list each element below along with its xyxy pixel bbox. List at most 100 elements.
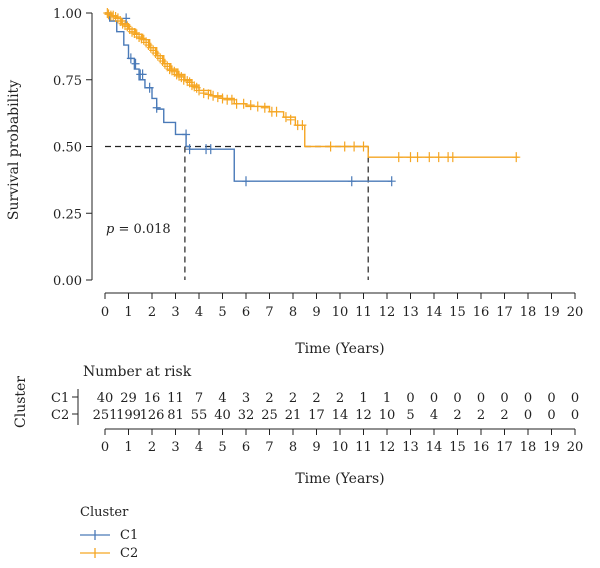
risk-count-c2: 81: [167, 408, 184, 423]
x-tick-label: 6: [242, 305, 250, 320]
x-tick-label: 15: [449, 305, 466, 320]
risk-row-label-c2: C2: [51, 408, 69, 423]
x-tick-label: 19: [543, 305, 560, 320]
x-tick-label: 1: [124, 305, 132, 320]
censor-mark-c2: [239, 98, 248, 109]
risk-count-c2: 126: [140, 408, 165, 423]
risk-count-c2: 2: [453, 408, 461, 423]
censor-mark-c2: [413, 152, 422, 163]
x-tick-label: 20: [567, 305, 584, 320]
censor-mark-c1: [206, 144, 215, 155]
legend: Cluster C1 C2: [80, 505, 138, 562]
censor-mark-c1: [242, 176, 250, 187]
x-tick-label: 16: [473, 305, 490, 320]
risk-count-c2: 17: [308, 408, 325, 423]
risk-count-c2: 4: [430, 408, 438, 423]
risk-x-tick-label: 9: [312, 440, 320, 455]
censor-mark-c1: [122, 13, 131, 24]
censor-mark-c2: [448, 152, 457, 163]
risk-count-c1: 29: [120, 391, 137, 406]
censor-mark-c2: [195, 85, 203, 96]
y-tick-label: 1.00: [53, 7, 82, 22]
y-tick-label: 0.75: [53, 74, 82, 89]
censor-mark-c2: [425, 152, 434, 163]
risk-count-c1: 4: [218, 391, 226, 406]
risk-x-tick-label: 17: [496, 440, 513, 455]
x-tick-label: 9: [312, 305, 320, 320]
risk-x-tick-label: 20: [567, 440, 584, 455]
risk-count-c1: 2: [289, 391, 297, 406]
risk-count-c2: 14: [332, 408, 349, 423]
censor-mark-c2: [434, 152, 443, 163]
risk-count-c1: 0: [500, 391, 508, 406]
legend-swatch-c1: [80, 530, 110, 540]
risk-count-c2: 0: [524, 408, 532, 423]
risk-x-tick-label: 5: [218, 440, 226, 455]
risk-count-c2: 10: [379, 408, 396, 423]
risk-count-c1: 3: [242, 391, 250, 406]
x-tick-label: 18: [520, 305, 537, 320]
x-tick-label: 0: [101, 305, 109, 320]
risk-x-tick-label: 7: [265, 440, 273, 455]
x-axis-label: Time (Years): [295, 341, 384, 357]
risk-count-c1: 1: [383, 391, 391, 406]
censor-mark-c2: [246, 100, 255, 111]
risk-x-tick-label: 15: [449, 440, 466, 455]
risk-count-c2: 55: [191, 408, 208, 423]
risk-count-c2: 21: [285, 408, 302, 423]
censor-mark-c1: [152, 102, 161, 113]
risk-x-tick-label: 6: [242, 440, 250, 455]
risk-table-title: Number at risk: [83, 364, 192, 380]
censor-mark-c2: [512, 152, 521, 163]
risk-x-tick-label: 10: [332, 440, 349, 455]
risk-count-c1: 0: [524, 391, 532, 406]
censor-mark-c1: [347, 176, 356, 187]
legend-title: Cluster: [80, 505, 129, 520]
risk-table-x-axis-label: Time (Years): [295, 471, 384, 487]
legend-label-c2: C2: [120, 545, 139, 561]
censor-mark-c2: [359, 141, 368, 152]
x-tick-label: 8: [289, 305, 297, 320]
y-tick-label: 0.50: [53, 141, 82, 156]
risk-x-tick-label: 0: [101, 440, 109, 455]
censor-mark-c1: [131, 58, 140, 69]
censor-mark-c2: [406, 152, 415, 163]
risk-x-tick-label: 1: [124, 440, 132, 455]
risk-count-c2: 32: [238, 408, 255, 423]
censor-mark-c2: [326, 141, 335, 152]
risk-x-tick-label: 8: [289, 440, 297, 455]
censor-mark-c2: [179, 74, 188, 85]
censor-mark-c2: [213, 92, 222, 103]
risk-count-c2: 40: [214, 408, 231, 423]
risk-table-strata-label: Cluster: [13, 376, 29, 428]
censor-mark-c2: [286, 114, 295, 125]
x-tick-label: 3: [171, 305, 179, 320]
censor-mark-c2: [218, 93, 227, 104]
risk-x-tick-label: 19: [543, 440, 560, 455]
risk-count-c1: 16: [144, 391, 161, 406]
censor-mark-c1: [126, 53, 135, 64]
risk-count-c1: 40: [97, 391, 114, 406]
censor-mark-c2: [227, 94, 236, 105]
x-tick-label: 13: [402, 305, 419, 320]
x-tick-label: 5: [218, 305, 226, 320]
y-axis-label: Survival probability: [6, 80, 22, 220]
censor-mark-c2: [204, 89, 213, 100]
risk-x-tick-label: 14: [426, 440, 443, 455]
legend-swatch-c2: [80, 548, 110, 558]
risk-count-c1: 0: [406, 391, 414, 406]
p-value-annotation: p = 0.018: [106, 222, 171, 237]
risk-count-c1: 0: [430, 391, 438, 406]
censor-mark-c2: [272, 106, 281, 117]
x-tick-label: 12: [379, 305, 396, 320]
risk-count-c2: 251: [93, 408, 118, 423]
risk-x-tick-label: 18: [520, 440, 537, 455]
risk-count-c1: 1: [359, 391, 367, 406]
risk-count-c2: 2: [477, 408, 485, 423]
censor-mark-c2: [394, 152, 403, 163]
x-tick-label: 10: [332, 305, 349, 320]
legend-item-c1: C1: [80, 526, 138, 544]
plot-area: 0.000.250.500.751.000 1 2 3 4 5 6 7 8 9 10 11 12 13 14…: [53, 7, 583, 320]
